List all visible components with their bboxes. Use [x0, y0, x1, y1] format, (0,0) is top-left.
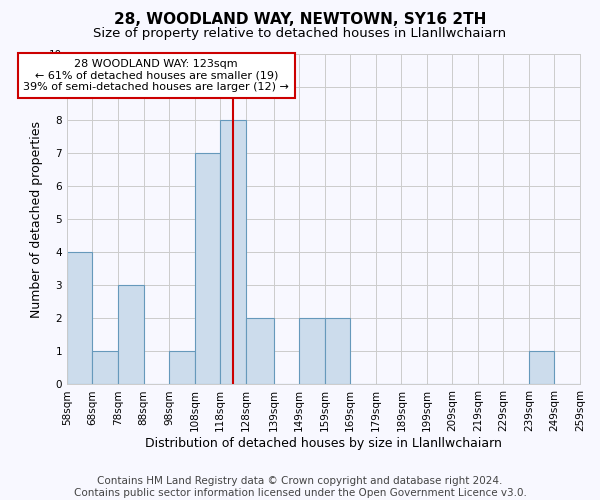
Bar: [92, 352, 118, 384]
Bar: [529, 352, 554, 384]
Text: 28 WOODLAND WAY: 123sqm
← 61% of detached houses are smaller (19)
39% of semi-de: 28 WOODLAND WAY: 123sqm ← 61% of detache…: [23, 59, 289, 92]
Bar: [169, 352, 194, 384]
Bar: [67, 252, 92, 384]
Text: Size of property relative to detached houses in Llanllwchaiarn: Size of property relative to detached ho…: [94, 28, 506, 40]
Bar: [245, 318, 274, 384]
X-axis label: Distribution of detached houses by size in Llanllwchaiarn: Distribution of detached houses by size …: [145, 437, 502, 450]
Bar: [220, 120, 245, 384]
Bar: [325, 318, 350, 384]
Text: 28, WOODLAND WAY, NEWTOWN, SY16 2TH: 28, WOODLAND WAY, NEWTOWN, SY16 2TH: [114, 12, 486, 28]
Text: Contains HM Land Registry data © Crown copyright and database right 2024.
Contai: Contains HM Land Registry data © Crown c…: [74, 476, 526, 498]
Y-axis label: Number of detached properties: Number of detached properties: [31, 120, 43, 318]
Bar: [299, 318, 325, 384]
Bar: [118, 286, 143, 384]
Bar: [194, 153, 220, 384]
